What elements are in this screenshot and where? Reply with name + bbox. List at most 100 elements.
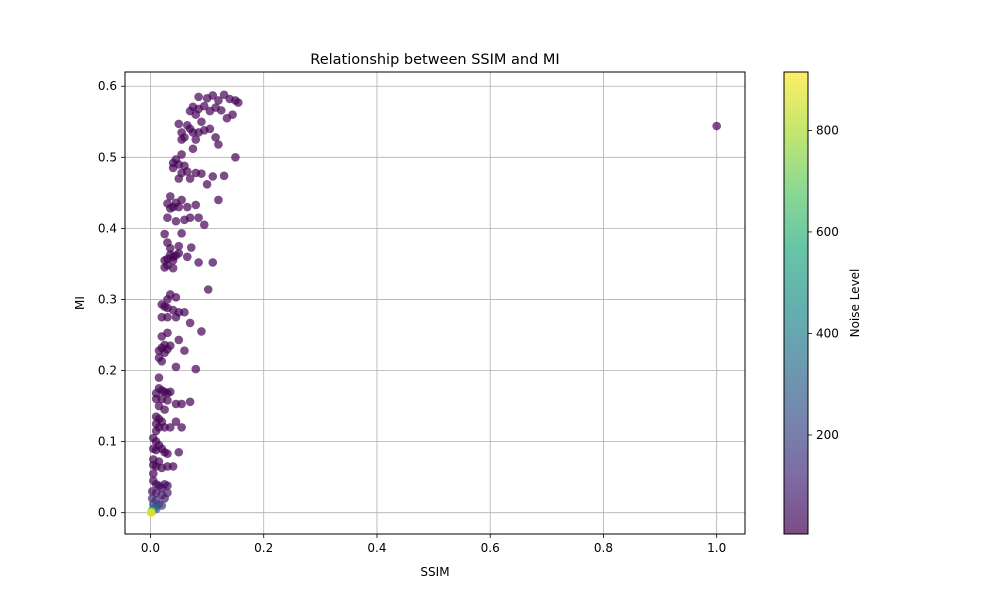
scatter-point: [197, 169, 206, 178]
scatter-point: [171, 362, 181, 372]
scatter-point: [185, 397, 195, 407]
x-tick-label: 0.8: [594, 541, 613, 555]
scatter-point: [208, 258, 218, 267]
x-tick-label: 0.4: [367, 541, 386, 555]
scatter-point: [168, 462, 178, 471]
scatter-point: [163, 449, 172, 458]
grid: [125, 72, 745, 534]
scatter-point: [174, 248, 184, 258]
scatter-point: [205, 124, 215, 134]
y-ticks: 0.0 0.1 0.2 0.3 0.4 0.5 0.6: [98, 79, 125, 520]
scatter-point: [191, 135, 201, 144]
scatter-point: [171, 312, 181, 322]
scatter-point: [160, 229, 169, 239]
scatter-point: [214, 96, 223, 105]
x-tick-label: 0.6: [481, 541, 500, 555]
chart-title: Relationship between SSIM and MI: [310, 52, 559, 68]
plot-frame: [124, 71, 746, 535]
scatter-point: [160, 405, 169, 414]
scatter-point: [171, 417, 181, 426]
scatter-point: [174, 119, 184, 129]
colorbar-tick-label: 200: [816, 428, 839, 442]
scatter-point: [168, 263, 178, 273]
scatter-point: [222, 113, 232, 123]
scatter-point: [214, 195, 223, 205]
scatter-point: [191, 110, 201, 119]
scatter-point: [197, 327, 206, 336]
scatter-point: [163, 396, 172, 405]
y-tick-label: 0.1: [98, 435, 117, 449]
scatter-point: [149, 469, 158, 478]
scatter-point: [194, 213, 203, 223]
colorbar-label: Noise Level: [848, 269, 862, 338]
scatter-point: [202, 180, 212, 189]
scatter-point: [168, 256, 178, 265]
scatter-point: [185, 213, 195, 223]
scatter-point: [233, 98, 243, 107]
scatter-point: [182, 252, 192, 262]
scatter-point: [163, 213, 172, 223]
y-tick-label: 0.2: [98, 364, 117, 378]
scatter-point: [203, 285, 213, 294]
scatter-point: [219, 171, 229, 181]
scatter-point: [185, 174, 195, 183]
scatter-point: [168, 163, 178, 173]
scatter-point: [154, 373, 164, 382]
scatter-point: [165, 423, 175, 432]
scatter-point: [186, 243, 196, 252]
y-tick-label: 0.4: [98, 221, 117, 235]
y-axis-label: MI: [73, 296, 87, 310]
scatter-point: [211, 133, 220, 142]
colorbar-frame: [783, 71, 809, 535]
scatter-point: [199, 220, 209, 230]
scatter-point: [157, 332, 167, 341]
scatter-point: [151, 426, 161, 436]
scatter-point: [185, 318, 195, 328]
scatter-point: [174, 335, 184, 345]
scatter-point: [174, 202, 184, 212]
scatter-point: [208, 91, 218, 100]
scatter-point: [194, 258, 203, 267]
scatter-point: [191, 200, 201, 210]
scatter-point: [177, 229, 186, 238]
scatter-point: [165, 387, 175, 397]
scatter-point: [188, 144, 198, 154]
scatter-point: [174, 241, 184, 251]
scatter-point: [174, 174, 184, 183]
scatter-point: [182, 202, 192, 212]
scatter-point: [163, 481, 172, 490]
scatter-point: [194, 92, 203, 102]
colorbar-tick-label: 600: [816, 225, 839, 239]
x-tick-label: 0.2: [254, 541, 273, 555]
scatter-point: [160, 263, 169, 272]
scatter-point: [165, 243, 175, 253]
y-tick-label: 0.5: [98, 150, 117, 164]
scatter-point: [157, 356, 167, 366]
scatter-point: [174, 447, 184, 457]
scatter-point: [712, 121, 721, 131]
scatter-point: [180, 346, 189, 355]
scatter-point: [191, 364, 201, 374]
scatter-point: [177, 135, 186, 144]
colorbar: [784, 72, 808, 534]
y-tick-label: 0.0: [98, 506, 117, 520]
scatter-point: [231, 152, 240, 162]
scatter-point: [214, 140, 223, 149]
colorbar-tick-label: 800: [816, 123, 839, 137]
scatter-point: [197, 117, 206, 127]
scatter-point: [163, 344, 172, 354]
x-tick-label: 0.0: [141, 541, 160, 555]
scatter-point: [165, 192, 175, 201]
scatter-point: [177, 399, 186, 409]
scatter-point: [171, 293, 181, 302]
x-tick-label: 1.0: [707, 541, 726, 555]
scatter-point: [163, 312, 172, 322]
scatter-point: [208, 172, 218, 181]
scatter-points: [146, 90, 721, 517]
scatter-point: [146, 508, 156, 517]
scatter-point: [180, 307, 189, 317]
scatter-point: [171, 216, 181, 226]
scatter-point: [177, 423, 186, 432]
